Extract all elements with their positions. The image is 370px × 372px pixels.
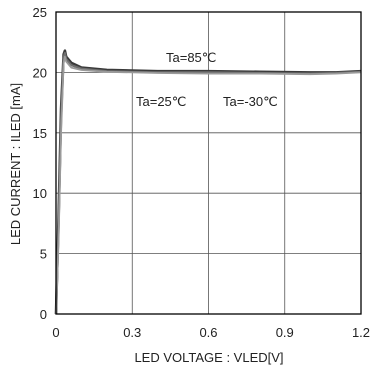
series-line-2 — [55, 55, 362, 315]
y-tick-label: 0 — [40, 307, 47, 322]
annotation-ta-25: Ta=25℃ — [136, 94, 186, 109]
x-tick-label: 0.6 — [199, 325, 217, 340]
x-tick-label: 0 — [52, 325, 59, 340]
x-tick-label: 0.3 — [123, 325, 141, 340]
y-tick-label: 10 — [33, 186, 47, 201]
y-axis-label: LED CURRENT : ILED [mA] — [8, 83, 23, 245]
x-axis-label: LED VOLTAGE : VLED[V] — [134, 350, 283, 365]
y-tick-label: 15 — [33, 126, 47, 141]
y-tick-label: 25 — [33, 5, 47, 20]
series-lines — [54, 49, 362, 315]
x-tick-label: 0.9 — [276, 325, 294, 340]
y-tick-labels: 0 5 10 15 20 25 — [33, 5, 47, 322]
y-tick-label: 20 — [33, 65, 47, 80]
annotation-ta-minus-30: Ta=-30℃ — [223, 94, 278, 109]
annotation-ta-85: Ta=85℃ — [166, 50, 216, 65]
x-tick-label: 1.2 — [352, 325, 370, 340]
x-tick-labels: 0 0.3 0.6 0.9 1.2 — [52, 325, 370, 340]
plot-frame — [55, 11, 362, 315]
y-tick-label: 5 — [40, 247, 47, 262]
